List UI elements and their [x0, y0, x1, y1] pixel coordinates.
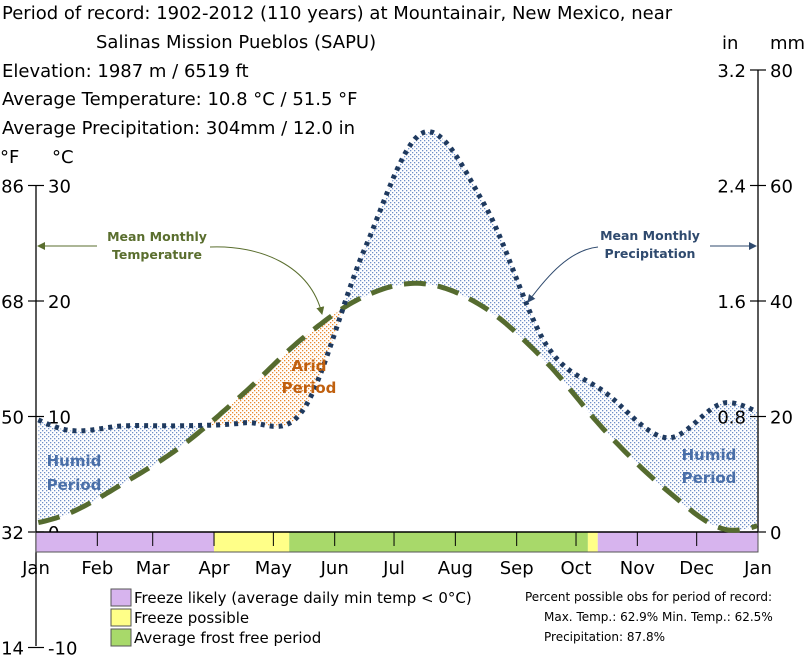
avg-temp-text: Average Temperature: 10.8 °C / 51.5 °F [2, 89, 357, 110]
month-label: Apr [198, 558, 230, 579]
month-label: Mar [136, 558, 171, 579]
precip-arrow-curve [527, 246, 599, 303]
title-line-1: Period of record: 1902-2012 (110 years) … [2, 3, 673, 24]
month-label: Dec [679, 558, 714, 579]
frost-segment-freeze-likely [597, 532, 758, 552]
month-label: Jul [382, 558, 405, 579]
tick-label-f: 50 [1, 408, 24, 429]
unit-mm-label: mm [770, 33, 805, 54]
legend-swatch-freeze-possible [110, 608, 132, 627]
tick-label-mm: 20 [770, 408, 793, 429]
tick-label-f: 68 [1, 292, 24, 313]
precip-label-1: Mean Monthly [600, 228, 700, 243]
tick-label-mm: 0 [770, 523, 781, 544]
tick-label-c: 30 [48, 177, 71, 198]
tick-label-c: 10 [48, 408, 71, 429]
tick-label-mm: 60 [770, 177, 793, 198]
frost-segment-freeze-likely [36, 532, 215, 552]
tick-label-mm: 40 [770, 292, 793, 313]
arid-area [38, 283, 758, 438]
unit-in-label: in [722, 33, 738, 54]
frost-bar [35, 531, 759, 553]
tick-label-in: 2.4 [717, 177, 746, 198]
arid-label-1: Arid [292, 357, 327, 375]
frost-segment-freeze-possible [214, 532, 290, 552]
tick-label-c: -10 [48, 639, 77, 657]
legend: Freeze likely (average daily min temp < … [110, 588, 472, 647]
obs-note-line-1: Percent possible obs for period of recor… [525, 590, 772, 604]
month-label: Jun [320, 558, 349, 579]
month-label: Jan [21, 558, 50, 579]
tick-label-mm: 80 [770, 61, 793, 82]
month-label: May [255, 558, 293, 579]
legend-swatch-frost-free [110, 628, 132, 647]
unit-f-label: °F [0, 147, 19, 168]
humid-right-label-2: Period [682, 469, 737, 487]
month-label: Oct [560, 558, 591, 579]
tick-label-f: 32 [1, 523, 24, 544]
avg-precip-text: Average Precipitation: 304mm / 12.0 in [2, 118, 355, 139]
frost-segment-frost-free [289, 532, 588, 552]
month-label: Feb [81, 558, 113, 579]
obs-note-line-3: Precipitation: 87.8% [544, 630, 665, 644]
legend-label: Average frost free period [134, 629, 321, 647]
temp-annotation: Mean Monthly Temperature [37, 229, 325, 315]
precip-annotation: Mean Monthly Precipitation [527, 228, 757, 303]
tick-label-in: 1.6 [717, 292, 746, 313]
tick-label-in: 3.2 [717, 61, 746, 82]
elevation-text: Elevation: 1987 m / 6519 ft [2, 61, 249, 82]
month-label: Aug [438, 558, 473, 579]
humid-left-label-2: Period [47, 476, 102, 494]
legend-label: Freeze likely (average daily min temp < … [134, 589, 472, 607]
frost-segment-freeze-possible [587, 532, 598, 552]
obs-note-line-2: Max. Temp.: 62.9% Min. Temp.: 62.5% [544, 610, 773, 624]
temperature-line [37, 280, 758, 533]
month-label: Jan [743, 558, 772, 579]
legend-label: Freeze possible [134, 609, 249, 627]
temp-arrow-curve [209, 246, 325, 315]
tick-label-f: 86 [1, 177, 24, 198]
title-line-2: Salinas Mission Pueblos (SAPU) [96, 32, 376, 53]
tick-label-f: 14 [1, 639, 24, 657]
month-label: Sep [500, 558, 534, 579]
unit-c-label: °C [52, 147, 74, 168]
precip-label-2: Precipitation [605, 246, 696, 261]
temp-label-1: Mean Monthly [107, 229, 207, 244]
tick-label-in: 0.8 [717, 408, 746, 429]
precipitation-line [37, 129, 759, 441]
legend-swatch-freeze-likely [110, 588, 132, 607]
tick-label-c: 20 [48, 292, 71, 313]
humid-right-label-1: Humid [682, 446, 737, 464]
arid-label-2: Period [282, 379, 337, 397]
temp-label-2: Temperature [112, 247, 202, 262]
humid-left-label-1: Humid [47, 452, 102, 470]
month-label: Nov [620, 558, 655, 579]
